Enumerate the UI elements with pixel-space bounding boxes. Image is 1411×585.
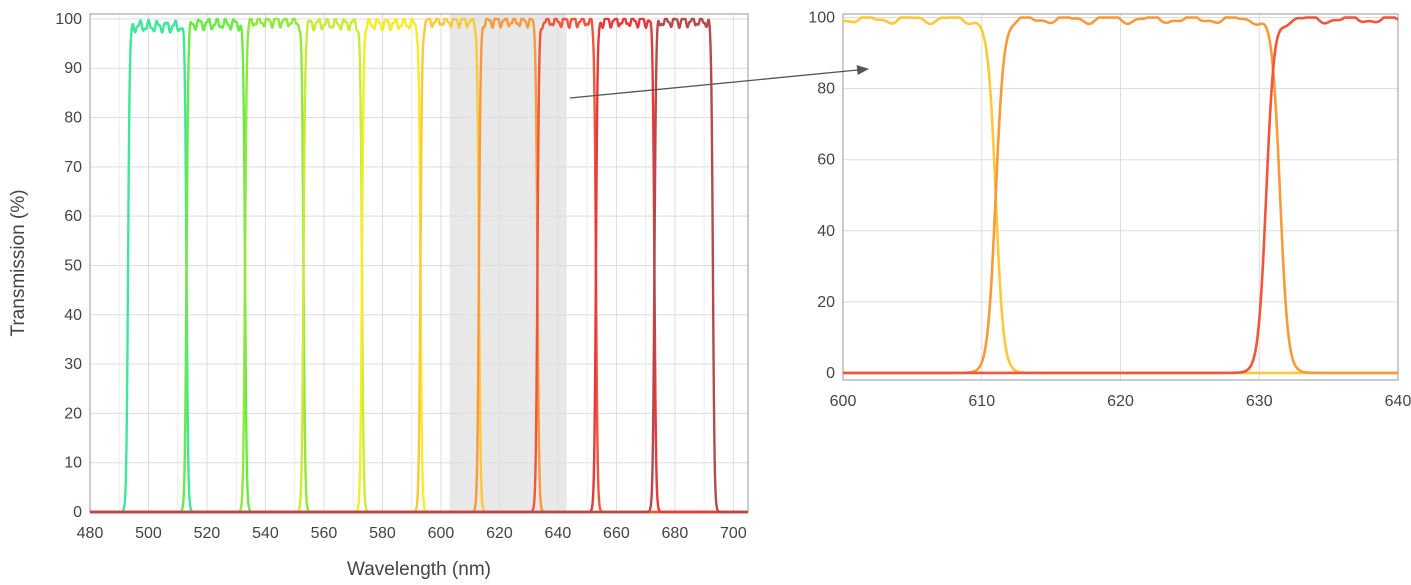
y-tick-label: 80 (817, 81, 835, 98)
x-tick-label: 640 (545, 525, 572, 542)
highlight-region (449, 14, 567, 512)
chart-1: 480 500 520 540 560 580 600 620 640 660 680 700 0 10 2… (8, 11, 749, 580)
x-tick-label: 640 (1385, 393, 1411, 410)
y-tick-label: 0 (826, 365, 835, 382)
y-tick-label: 0 (73, 504, 82, 521)
x-tick-label: 620 (486, 525, 513, 542)
y-axis-label: Transmission (%) (8, 189, 29, 336)
x-tick-label: 600 (830, 393, 857, 410)
y-tick-label: 30 (64, 356, 82, 373)
y-tick-label: 10 (64, 455, 82, 472)
x-tick-label: 520 (194, 525, 221, 542)
y-tick-label: 40 (817, 223, 835, 240)
x-tick-label: 480 (77, 525, 104, 542)
series-line (843, 16, 1398, 375)
series-line (90, 17, 748, 514)
y-tick-label: 70 (64, 159, 82, 176)
y-tick-label: 40 (64, 307, 82, 324)
y-tick-label: 20 (817, 294, 835, 311)
y-tick-label: 20 (64, 405, 82, 422)
x-tick-label: 580 (369, 525, 396, 542)
y-tick-label: 80 (64, 110, 82, 127)
x-tick-label: 680 (662, 525, 689, 542)
series-group (90, 17, 748, 514)
zoom-arrow (569, 65, 869, 99)
x-tick-label: 600 (428, 525, 455, 542)
y-tick-label: 60 (817, 152, 835, 169)
x-tick-label: 620 (1107, 393, 1134, 410)
x-tick-label: 610 (968, 393, 995, 410)
x-tick-label: 500 (135, 525, 162, 542)
chart-2: 600 610 620 630 640 0 20 40 60 80 100 (808, 10, 1411, 410)
x-tick-label: 630 (1246, 393, 1273, 410)
x-axis-label: Wavelength (nm) (347, 559, 491, 580)
x-tick-label: 700 (720, 525, 747, 542)
series-group (843, 16, 1398, 375)
y-tick-label: 50 (64, 257, 82, 274)
x-tick-label: 540 (252, 525, 279, 542)
y-tick-label: 90 (64, 60, 82, 77)
x-tick-label: 660 (603, 525, 630, 542)
y-tick-label: 100 (55, 11, 82, 28)
y-tick-label: 60 (64, 208, 82, 225)
plot-frame (842, 13, 1399, 381)
y-tick-label: 100 (808, 10, 835, 27)
x-tick-label: 560 (311, 525, 338, 542)
